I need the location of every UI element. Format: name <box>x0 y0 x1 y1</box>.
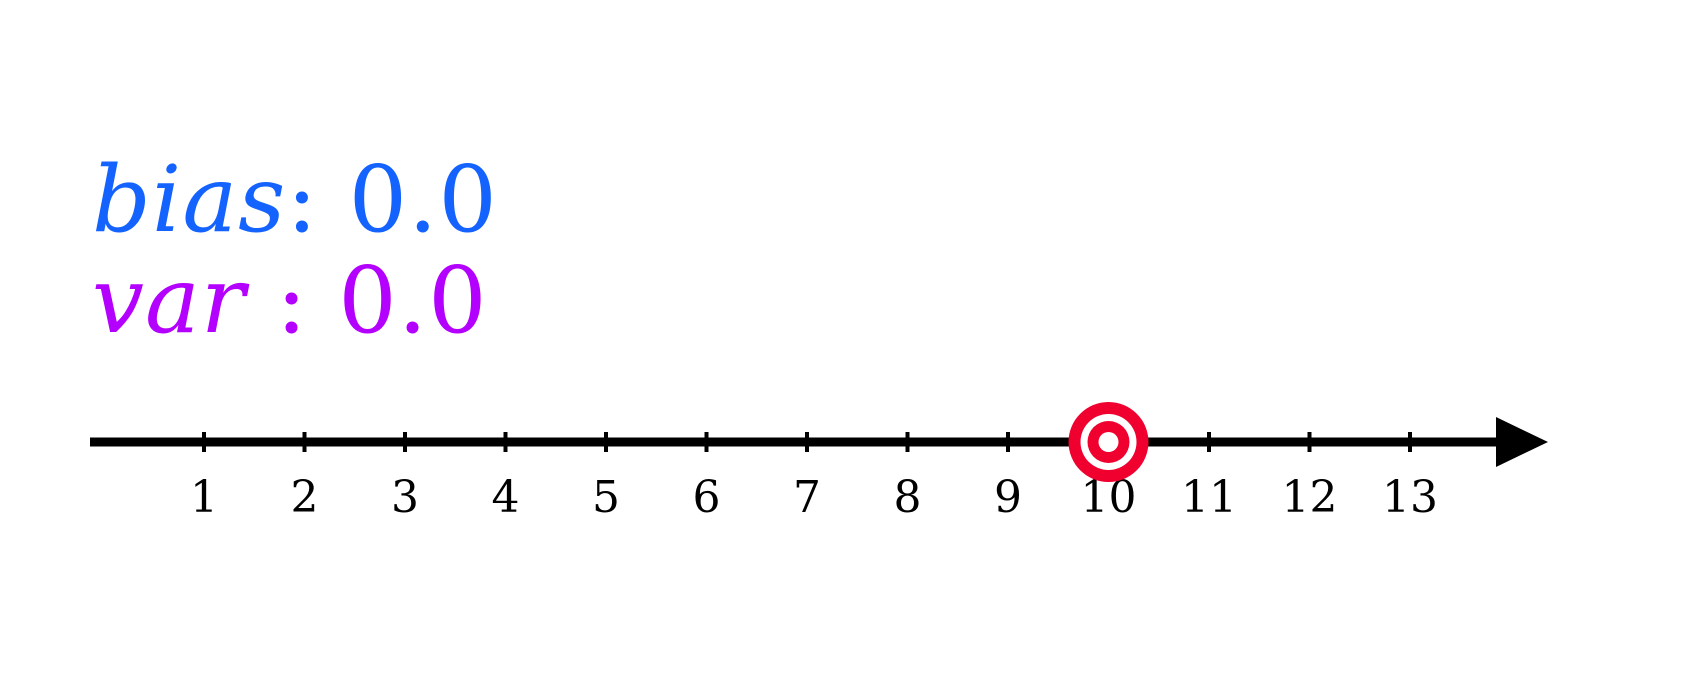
variance-label: var <box>92 247 246 354</box>
tick-labels: 1 2 3 4 5 6 7 8 9 10 11 12 13 <box>190 472 1438 523</box>
tick-label-11: 11 <box>1181 472 1237 523</box>
tick-label-8: 8 <box>894 472 922 523</box>
tick-label-2: 2 <box>291 472 319 523</box>
bias-label: bias <box>92 146 287 253</box>
tick-label-9: 9 <box>994 472 1022 523</box>
variance-colon: : <box>245 247 339 354</box>
bias-value: 0.0 <box>348 146 498 253</box>
bias-colon: : <box>286 146 349 253</box>
bullseye-center <box>1098 432 1119 452</box>
tick-label-5: 5 <box>592 472 620 523</box>
variance-readout: var : 0.0 <box>92 255 488 347</box>
tick-label-1: 1 <box>190 472 218 523</box>
tick-label-3: 3 <box>391 472 419 523</box>
tick-label-13: 13 <box>1382 472 1438 523</box>
tick-label-7: 7 <box>793 472 821 523</box>
tick-label-4: 4 <box>492 472 520 523</box>
variance-value: 0.0 <box>338 247 488 354</box>
bias-readout: bias: 0.0 <box>92 154 498 246</box>
tick-label-6: 6 <box>693 472 721 523</box>
bullseye-icon <box>1068 402 1149 482</box>
tick-label-12: 12 <box>1282 472 1338 523</box>
arrow-head-icon <box>1496 417 1548 467</box>
